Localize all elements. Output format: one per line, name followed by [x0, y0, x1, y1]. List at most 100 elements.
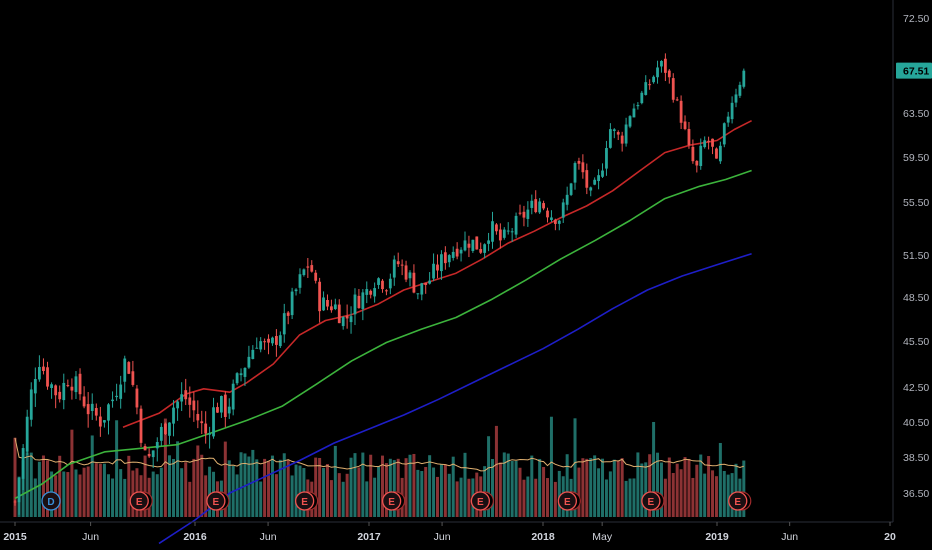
volume-bar [33, 478, 37, 517]
volume-bar [597, 468, 601, 517]
y-tick-label: 45.50 [903, 336, 929, 348]
event-marker-label: E [136, 497, 143, 508]
volume-bar [648, 454, 652, 517]
volume-bar [163, 418, 167, 517]
volume-bar [90, 435, 94, 517]
candle-body [216, 407, 219, 413]
volume-bar [510, 460, 514, 517]
event-marker[interactable]: E [728, 491, 752, 511]
volume-bar [365, 481, 369, 517]
event-marker[interactable]: D [41, 491, 61, 511]
candle-body [550, 217, 553, 220]
event-marker-label: E [734, 497, 741, 508]
candle-body [345, 315, 349, 319]
volume-bar [247, 456, 251, 517]
candle-body [656, 67, 659, 78]
y-tick-label: 40.50 [903, 417, 929, 429]
event-marker[interactable]: E [294, 491, 319, 511]
event-marker[interactable]: E [206, 491, 230, 511]
candle-body [42, 366, 45, 371]
volume-bar [325, 464, 329, 517]
candle-body [200, 421, 204, 424]
volume-bar [589, 458, 593, 517]
volume-bar [424, 466, 428, 517]
volume-bar [41, 455, 45, 517]
volume-bar [687, 458, 691, 517]
volume-bar [345, 473, 349, 517]
candle-body [103, 420, 106, 423]
candle-body [322, 297, 325, 311]
event-marker[interactable]: E [641, 491, 665, 511]
candle-body [267, 338, 270, 343]
candle-body [147, 453, 151, 457]
event-marker[interactable]: E [129, 491, 153, 511]
volume-bar [155, 474, 159, 517]
volume-bar [624, 480, 628, 517]
volume-bar [322, 468, 326, 517]
candle-body [143, 446, 147, 451]
y-tick-label: 42.50 [903, 382, 929, 394]
volume-bar [455, 481, 459, 517]
volume-bar [278, 459, 282, 517]
candle-body [176, 401, 179, 409]
candle-body [432, 263, 435, 279]
candle-body [475, 236, 479, 250]
volume-bar [585, 458, 589, 517]
candle-body [29, 389, 33, 420]
candle-body [620, 135, 624, 144]
volume-bar [119, 469, 123, 517]
volume-bar [487, 436, 491, 517]
volume-bar [538, 458, 542, 517]
volume-bar [384, 463, 388, 517]
candle-body [514, 215, 518, 235]
candle-body [440, 254, 443, 272]
candle-body [373, 288, 377, 297]
volume-bar [581, 458, 585, 517]
candle-body [184, 390, 188, 400]
candle-body [416, 293, 420, 295]
event-marker[interactable]: E [557, 491, 581, 511]
volume-bar [361, 452, 365, 517]
volume-bar [518, 467, 522, 517]
candle-body [318, 281, 322, 312]
candle-body [123, 358, 127, 382]
volume-bar [573, 418, 577, 517]
candle-body [738, 84, 742, 96]
candle-body [131, 371, 135, 385]
volume-bar [707, 456, 711, 517]
y-axis[interactable]: 72.50 63.50 59.50 55.50 51.50 48.50 45.50 42.50… [903, 13, 929, 500]
volume-bar [98, 463, 102, 517]
candle-body [271, 337, 274, 344]
volume-bar [274, 474, 278, 517]
volume-bar [565, 454, 569, 517]
x-axis[interactable]: 2015 Jun 2016 Jun 2017 Jun 2018 May 2019 Jun 20 [3, 522, 896, 543]
event-marker[interactable]: E [470, 491, 494, 511]
candle-body [726, 116, 730, 123]
volume-bar [691, 477, 695, 517]
candle-body [98, 416, 102, 427]
candle-body [66, 385, 70, 387]
volume-bar [671, 472, 675, 517]
candle-body [127, 362, 131, 374]
x-tick-label: May [592, 531, 613, 543]
volume-bar [259, 481, 263, 517]
y-tick-label: 36.50 [903, 488, 929, 500]
candle-body [644, 82, 648, 95]
candle-body [349, 316, 353, 323]
candle-body [21, 448, 25, 479]
volume-bar [337, 473, 341, 517]
volume-bar [13, 437, 17, 517]
event-marker[interactable]: E [381, 491, 406, 511]
candle-body [263, 341, 267, 343]
candle-body [542, 203, 545, 209]
candle-body [538, 201, 542, 213]
volume-bar [314, 457, 318, 517]
volume-bar [636, 452, 640, 517]
volume-bar [463, 452, 467, 517]
volume-bar [204, 475, 208, 517]
volume-bar [151, 471, 155, 517]
event-marker-label: E [564, 497, 571, 508]
volume-bar [78, 474, 82, 517]
